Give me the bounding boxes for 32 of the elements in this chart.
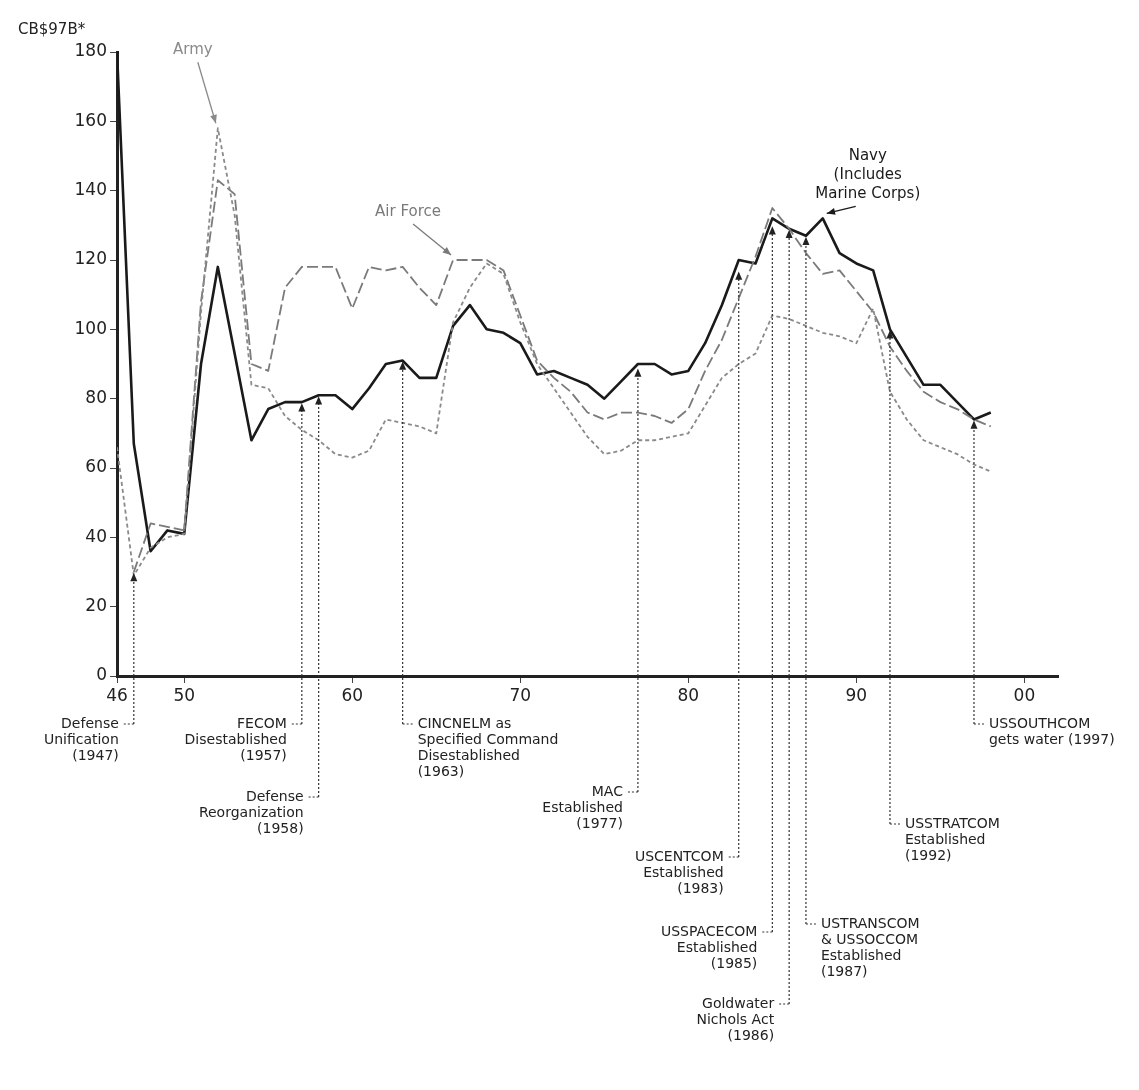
annotation: Defense Unification (1947) (43, 715, 119, 763)
y-tick-label: 40 (85, 525, 107, 546)
annotation: USSPACECOM Established (1985) (660, 923, 758, 971)
series-label: Navy (Includes Marine Corps) (815, 146, 921, 203)
annotation: MAC Established (1977) (542, 783, 624, 831)
x-tick-label: 80 (677, 684, 700, 705)
annotation: USTRANSCOM & USSOCCOM Established (1987) (820, 915, 920, 979)
y-tick-label: 0 (96, 664, 107, 685)
annotation: FECOM Disestablished (1957) (184, 715, 287, 763)
y-tick-label: 80 (85, 387, 107, 408)
y-axis-title: CB$97B* (18, 20, 86, 38)
y-tick-label: 20 (85, 595, 107, 616)
x-tick-label: 46 (106, 684, 128, 705)
y-tick-label: 180 (74, 40, 107, 61)
y-tick-label: 100 (74, 317, 107, 338)
y-tick-label: 140 (74, 179, 107, 200)
annotation: Defense Reorganization (1958) (198, 788, 304, 836)
x-tick-label: 70 (509, 684, 532, 705)
annotation: USCENTCOM Established (1983) (634, 848, 724, 896)
x-tick-label: 50 (173, 684, 196, 705)
text: Army (172, 40, 213, 59)
annotation: CINCNELM as Specified Command Disestablished (1963) (417, 715, 559, 779)
y-tick-label: 120 (74, 248, 107, 269)
annotation: USSOUTHCOM gets water (1997) (988, 715, 1115, 747)
x-tick-label: 60 (341, 684, 364, 705)
y-tick-label: 60 (85, 456, 107, 477)
x-tick-label: 90 (845, 684, 868, 705)
text: Air Force (375, 202, 442, 220)
annotation: Goldwater Nichols Act (1986) (696, 995, 775, 1043)
x-tick-label: 00 (1013, 684, 1036, 705)
annotation: USSTRATCOM Established (1992) (904, 815, 1000, 863)
y-tick-label: 160 (74, 109, 107, 130)
